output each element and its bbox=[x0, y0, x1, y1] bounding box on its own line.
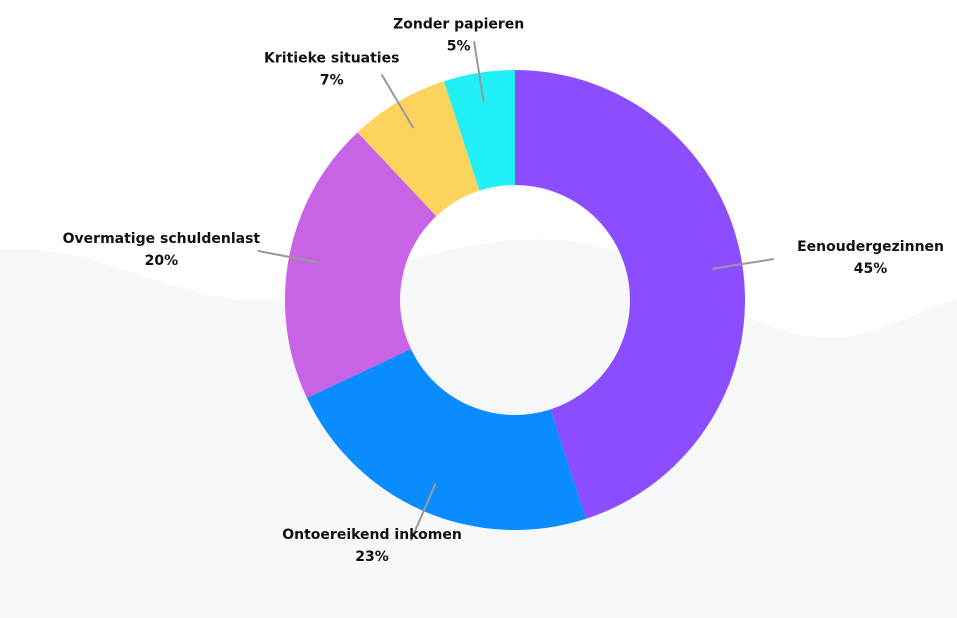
slice-label: Kritieke situaties bbox=[264, 50, 399, 66]
slice-label: Overmatige schuldenlast bbox=[63, 231, 261, 247]
slice-label: Eenoudergezinnen bbox=[797, 239, 944, 255]
slice bbox=[285, 132, 437, 398]
value-label: 45% bbox=[854, 261, 888, 277]
value-label: 23% bbox=[355, 549, 389, 565]
slice bbox=[443, 70, 515, 191]
value-label: 5% bbox=[447, 38, 471, 54]
slice bbox=[357, 81, 480, 217]
leader-line bbox=[712, 258, 774, 270]
slice bbox=[515, 70, 745, 519]
slice-label: Ontoereikend inkomen bbox=[282, 527, 462, 543]
value-label: 7% bbox=[320, 72, 344, 88]
leader-line bbox=[410, 483, 437, 541]
slice-label: Zonder papieren bbox=[393, 16, 524, 32]
leader-line bbox=[473, 41, 485, 103]
value-label: 20% bbox=[145, 253, 179, 269]
leader-line bbox=[380, 73, 415, 129]
leader-line bbox=[257, 249, 319, 264]
slice bbox=[306, 348, 587, 530]
